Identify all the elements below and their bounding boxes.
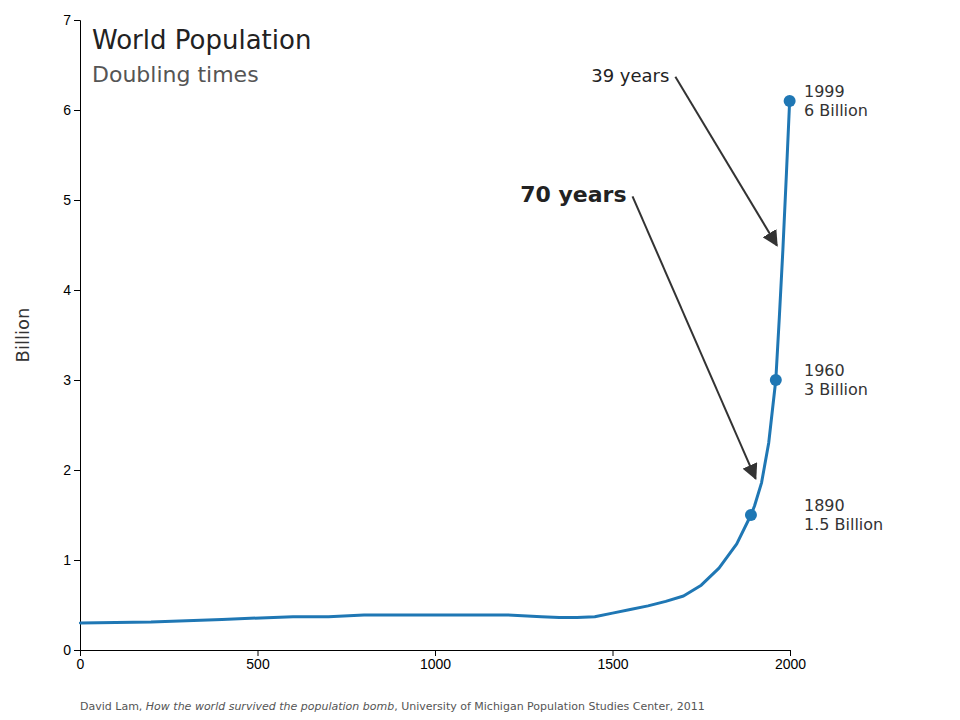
tick-mark [74, 290, 80, 291]
marker-label-line: 1890 [804, 495, 845, 514]
marker-label-line: 1.5 Billion [804, 514, 883, 533]
caption-part: , University of Michigan Population Stud… [394, 700, 705, 713]
tick-label: 5 [63, 192, 71, 208]
y-axis: 0 1 2 3 4 5 6 7 [63, 12, 80, 658]
tick: 1 [63, 552, 80, 568]
title: World Population [92, 25, 311, 55]
tick-label: 2000 [775, 656, 806, 672]
tick-label: 0 [77, 656, 85, 672]
tick-label: 0 [63, 642, 71, 658]
tick: 2 [63, 462, 80, 478]
tick-label: 1000 [420, 656, 451, 672]
tick-label: 500 [246, 656, 270, 672]
marker-label-line: 6 Billion [804, 100, 868, 119]
caption-part: David Lam, [80, 700, 146, 713]
tick-label: 1 [63, 552, 71, 568]
marker-labels: 18901.5 Billion 19603 Billion 19996 Billio… [804, 81, 883, 533]
annotation-arrow [633, 196, 756, 478]
plot-area: 05001000150020000123456718901.5 Billion1… [63, 12, 883, 672]
tick-mark [74, 380, 80, 381]
tick-mark [74, 110, 80, 111]
tick: 7 [63, 12, 80, 28]
marker-label-line: 1999 [804, 81, 845, 100]
marks [80, 95, 795, 623]
tick: 0 [63, 642, 80, 658]
marker-label: 19603 Billion [804, 360, 868, 398]
x-axis: 0 500 1000 1500 2000 [77, 650, 807, 672]
tick-label: 3 [63, 372, 71, 388]
tick-label: 4 [63, 282, 71, 298]
tick-mark [74, 470, 80, 471]
tick-label: 1500 [597, 656, 628, 672]
tick-label: 7 [63, 12, 71, 28]
annotations: 39 years 70 years [520, 65, 777, 479]
marker [745, 509, 757, 521]
tick: 2000 [775, 650, 806, 672]
tick: 500 [246, 650, 270, 672]
tick: 1000 [420, 650, 451, 672]
marker-label-line: 1960 [804, 360, 845, 379]
annotation: 39 years [591, 65, 669, 86]
marker-label-line: 3 Billion [804, 379, 868, 398]
tick-mark [74, 200, 80, 201]
caption: David Lam, How the world survived the po… [80, 700, 705, 713]
chart: 05001000150020000123456718901.5 Billion1… [0, 0, 960, 720]
marker [770, 374, 782, 386]
annotation: 70 years [520, 182, 626, 207]
y-axis-label: Billion [12, 308, 33, 363]
tick: 3 [63, 372, 80, 388]
marker [784, 95, 796, 107]
tick: 0 [77, 650, 85, 672]
marker-label: 18901.5 Billion [804, 495, 883, 533]
subtitle: Doubling times [92, 62, 259, 87]
tick-mark [74, 20, 80, 21]
annotation-arrow [675, 77, 777, 246]
caption-part: How the world survived the population bo… [146, 700, 394, 713]
tick-label: 2 [63, 462, 71, 478]
tick-mark [74, 560, 80, 561]
tick-label: 6 [63, 102, 71, 118]
line [80, 101, 789, 623]
tick-mark [74, 650, 80, 651]
tick: 5 [63, 192, 80, 208]
tick: 6 [63, 102, 80, 118]
marker-label: 19996 Billion [804, 81, 868, 119]
tick: 4 [63, 282, 80, 298]
axis-line [74, 21, 81, 651]
tick: 1500 [597, 650, 628, 672]
